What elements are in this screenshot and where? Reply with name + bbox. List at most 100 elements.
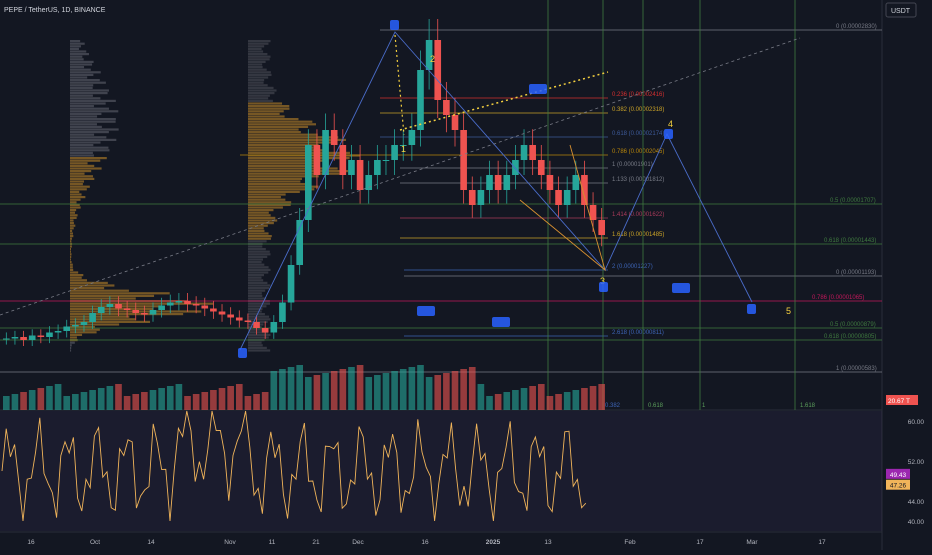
profile-bar — [70, 237, 72, 240]
profile-bar — [70, 266, 73, 269]
wave-marker — [672, 283, 690, 293]
profile-bar-2 — [248, 157, 350, 160]
profile-bar-2 — [248, 310, 262, 313]
candle — [11, 337, 19, 339]
volume-bar — [11, 394, 19, 410]
profile-bar-2 — [248, 97, 269, 100]
profile-bar — [70, 320, 151, 323]
time-tick: Feb — [624, 539, 636, 546]
volume-bar — [235, 384, 243, 410]
volume-profile — [70, 40, 361, 352]
profile-bar — [70, 201, 77, 204]
rsi-tick: 44.00 — [908, 499, 925, 506]
profile-bar — [70, 115, 98, 118]
profile-bar-2 — [248, 149, 328, 152]
profile-bar — [70, 323, 120, 326]
candle — [572, 175, 580, 190]
profile-bar-2 — [248, 84, 268, 87]
volume-bar — [408, 367, 416, 410]
profile-bar-2 — [248, 185, 319, 188]
candle — [348, 160, 355, 175]
profile-bar-2 — [248, 66, 263, 69]
profile-bar — [70, 53, 89, 56]
profile-bar-2 — [248, 268, 271, 271]
wave-label: 4 — [668, 119, 673, 129]
profile-bar — [70, 164, 95, 167]
profile-bar-2 — [248, 227, 264, 230]
profile-bar — [70, 193, 82, 196]
profile-bar — [70, 281, 108, 284]
candle — [80, 322, 88, 325]
profile-bar-2 — [248, 53, 268, 56]
rsi-value-badge-a — [886, 468, 910, 479]
profile-bar — [70, 136, 107, 139]
volume-value-badge — [886, 395, 918, 405]
profile-bar — [70, 66, 85, 69]
time-axis: 16 Oct 14 Nov 11 21 Dec 16 2025 13 Feb 17 Mar 17 — [27, 539, 826, 546]
candle — [201, 305, 209, 309]
profile-bar — [70, 73, 94, 76]
profile-bar — [70, 159, 101, 162]
profile-bar — [70, 128, 119, 131]
volume-bar — [201, 392, 209, 410]
profile-bar — [70, 71, 101, 74]
profile-bar — [70, 349, 72, 352]
profile-bar-2 — [248, 92, 275, 95]
profile-bar — [70, 313, 184, 316]
profile-bar — [70, 102, 106, 105]
candle — [218, 311, 226, 315]
profile-bar — [70, 92, 108, 95]
profile-bar-2 — [248, 263, 265, 266]
profile-bar-2 — [248, 40, 271, 43]
volume-bar — [451, 371, 459, 410]
profile-bar — [70, 97, 101, 100]
profile-bar — [70, 188, 87, 191]
volume-bar — [330, 371, 338, 410]
volume-bar — [141, 392, 148, 410]
wave-marker — [390, 20, 399, 30]
profile-bar — [70, 94, 93, 97]
profile-bar-2 — [248, 76, 269, 79]
volume-bar — [175, 384, 183, 410]
profile-bar-2 — [248, 175, 319, 178]
profile-bar — [70, 99, 116, 102]
profile-bar — [70, 203, 80, 206]
volume-bar — [184, 396, 191, 410]
volume-bar — [529, 386, 536, 410]
profile-bar-2 — [248, 276, 262, 279]
fib-label: 1 (0.00000583) — [836, 366, 877, 372]
profile-bar-2 — [248, 341, 262, 344]
rsi-value-badge-b — [886, 479, 910, 490]
time-tick: 17 — [696, 539, 704, 546]
wedge — [519, 144, 606, 272]
candle — [494, 175, 502, 190]
rsi-tick: 52.00 — [908, 459, 925, 466]
profile-bar — [70, 315, 130, 318]
time-tick: Mar — [746, 539, 758, 546]
volume-bar — [313, 375, 321, 410]
rsi-panel: 60.00 52.00 44.00 40.00 49.43 47.26 — [0, 410, 925, 531]
volume-bar — [322, 373, 329, 410]
volume-bar — [80, 392, 88, 410]
volume-bar — [20, 392, 27, 410]
fib-label: 0.5 (0.00001707) — [830, 198, 876, 204]
candle — [123, 308, 131, 310]
profile-bar-2 — [248, 112, 280, 115]
candle — [253, 322, 260, 328]
time-tick: 16 — [27, 539, 35, 546]
profile-bar — [70, 89, 109, 92]
profile-bar-2 — [248, 211, 269, 214]
volume-bar — [391, 371, 398, 410]
profile-bar — [70, 276, 82, 279]
profile-bar-2 — [248, 255, 268, 258]
volume-bar — [54, 384, 62, 410]
rsi-value-a: 49.43 — [890, 472, 907, 479]
profile-bar — [70, 258, 71, 261]
profile-bar-2 — [248, 138, 346, 141]
time-fib-label: 0.382 — [605, 403, 621, 409]
profile-bar-2 — [248, 240, 267, 243]
currency-button[interactable]: USDT — [885, 2, 917, 18]
profile-bar — [70, 261, 72, 264]
candle — [374, 160, 381, 175]
